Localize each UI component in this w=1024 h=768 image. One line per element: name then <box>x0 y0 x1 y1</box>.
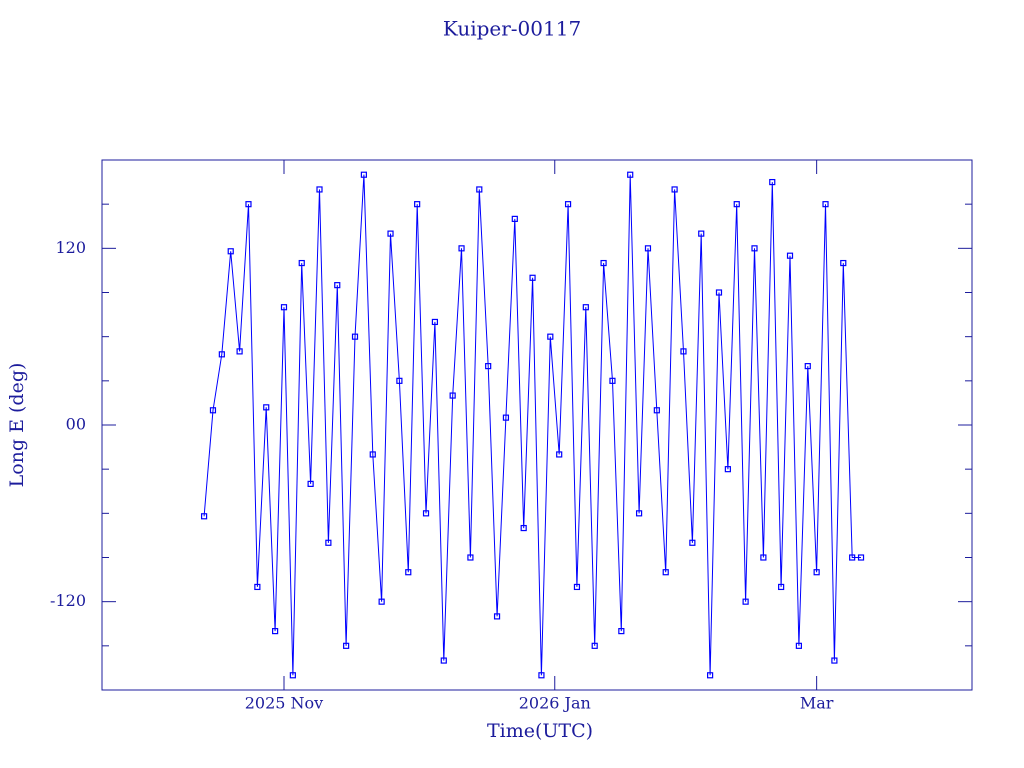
point-marker <box>609 377 616 384</box>
point-marker <box>707 672 714 679</box>
point-marker <box>467 554 474 561</box>
point-marker <box>414 201 421 208</box>
chart-title: Kuiper-00117 <box>443 17 581 41</box>
point-marker <box>378 598 385 605</box>
point-marker <box>343 642 350 649</box>
x-axis-label: Time(UTC) <box>487 720 593 742</box>
point-marker <box>316 186 323 193</box>
point-marker <box>653 407 660 414</box>
point-marker <box>724 466 731 473</box>
point-marker <box>254 583 261 591</box>
y-axis-label: Long E (deg) <box>6 363 28 488</box>
y-tick-label: 120 <box>55 238 86 257</box>
point-marker <box>795 642 802 649</box>
point-marker <box>786 252 794 259</box>
point-marker <box>671 186 678 193</box>
point-marker <box>600 259 607 267</box>
point-marker <box>227 248 234 255</box>
point-marker <box>307 480 314 487</box>
point-marker <box>449 392 456 399</box>
point-marker <box>396 377 403 384</box>
point-marker <box>760 554 767 561</box>
point-marker <box>751 245 758 252</box>
point-marker <box>369 451 376 458</box>
point-marker <box>511 215 518 222</box>
x-tick-label: 2026 Jan <box>519 694 591 713</box>
point-marker <box>280 304 288 311</box>
point-marker <box>476 186 483 193</box>
point-marker <box>556 451 563 458</box>
point-marker <box>689 539 696 546</box>
point-marker <box>680 348 687 355</box>
point-marker <box>627 171 634 178</box>
point-marker <box>431 318 439 326</box>
point-marker <box>591 642 598 649</box>
plot-frame <box>101 159 973 691</box>
point-marker <box>236 348 243 355</box>
point-marker <box>538 672 545 679</box>
point-marker <box>813 569 820 576</box>
point-marker <box>325 539 332 546</box>
y-tick-label: -120 <box>50 591 86 610</box>
point-marker <box>733 201 740 208</box>
point-marker <box>440 657 447 664</box>
point-marker <box>334 282 341 289</box>
point-marker <box>840 259 847 267</box>
point-marker <box>849 554 856 561</box>
point-marker <box>778 583 785 591</box>
point-marker <box>209 407 217 414</box>
point-marker <box>804 363 811 370</box>
point-marker <box>831 657 838 664</box>
series-line <box>203 174 861 676</box>
point-marker <box>218 351 225 358</box>
point-marker <box>387 230 394 237</box>
point-marker <box>529 274 536 281</box>
y-tick-label: 00 <box>66 415 86 434</box>
x-tick-label: 2025 Nov <box>245 694 323 713</box>
point-marker <box>618 628 625 635</box>
point-marker <box>298 259 305 267</box>
point-marker <box>822 201 829 208</box>
point-marker <box>520 524 527 532</box>
point-marker <box>351 333 359 340</box>
point-marker <box>458 245 465 252</box>
point-marker <box>502 414 510 421</box>
point-marker <box>573 583 581 591</box>
point-marker <box>272 628 279 635</box>
point-marker <box>644 245 652 252</box>
point-marker <box>582 304 589 311</box>
point-marker <box>857 554 865 561</box>
point-marker <box>289 672 296 679</box>
point-marker <box>245 201 252 208</box>
point-marker <box>742 598 749 605</box>
point-marker <box>405 569 412 576</box>
x-tick-label: Mar <box>800 694 834 713</box>
point-marker <box>485 363 492 370</box>
point-marker <box>698 230 705 237</box>
point-marker <box>360 171 367 178</box>
point-marker <box>635 510 643 517</box>
point-marker <box>662 569 669 576</box>
point-marker <box>715 289 723 296</box>
point-marker <box>547 333 554 340</box>
point-marker <box>200 513 208 520</box>
point-marker <box>263 404 270 411</box>
point-marker <box>769 178 776 186</box>
point-marker <box>422 510 430 517</box>
point-marker <box>564 201 572 208</box>
point-marker <box>493 613 501 620</box>
